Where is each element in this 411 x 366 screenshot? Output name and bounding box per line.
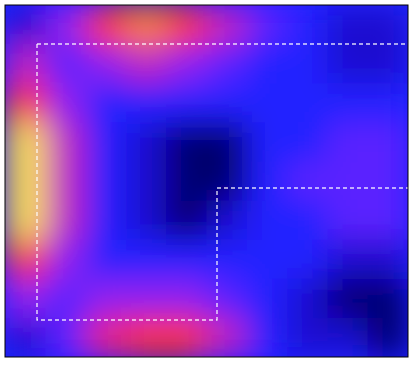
contour-cell <box>125 317 167 357</box>
contour-cell <box>166 317 207 357</box>
contour-cell <box>166 122 207 162</box>
contour-cell <box>367 83 408 123</box>
contour-cell <box>246 122 288 162</box>
contour-cell <box>85 83 127 123</box>
contour-cell <box>166 200 207 241</box>
contour-cell <box>246 317 288 357</box>
contour-cell <box>125 44 167 84</box>
contour-cell <box>125 200 167 241</box>
contour-cell <box>327 83 369 123</box>
contour-cell <box>85 317 127 357</box>
contour-cell <box>287 44 328 84</box>
contour-cell <box>287 200 328 241</box>
contour-cell <box>166 44 207 84</box>
contour-cell <box>85 122 127 162</box>
contour-cell <box>206 239 248 280</box>
contour-cell <box>367 317 408 357</box>
contour-cell <box>367 44 408 84</box>
contour-cell <box>246 44 288 84</box>
contour-cell <box>45 317 87 357</box>
contour-cell <box>367 161 408 202</box>
contour-cell <box>45 200 87 241</box>
contour-cell <box>206 122 248 162</box>
region-outline <box>36 44 408 321</box>
contour-cell <box>246 83 288 123</box>
contour-cell <box>327 122 369 162</box>
contour-cell <box>166 83 207 123</box>
contour-cell <box>5 83 46 123</box>
contour-cell <box>5 200 46 241</box>
contour-cell <box>206 161 248 202</box>
contour-cell <box>125 161 167 202</box>
contour-cell <box>5 278 46 319</box>
contour-cell <box>5 317 46 357</box>
contour-cell <box>45 122 87 162</box>
contour-cell <box>246 161 288 202</box>
contour-cell <box>287 278 328 319</box>
contour-cell <box>367 239 408 280</box>
contour-cell <box>166 239 207 280</box>
contour-cell <box>367 200 408 241</box>
contour-cell <box>85 44 127 84</box>
contour-cell <box>85 5 127 45</box>
contour-cell <box>5 5 46 45</box>
contour-cell <box>125 239 167 280</box>
contour-cell <box>166 5 207 45</box>
contour-cell <box>45 161 87 202</box>
contour-cell <box>327 317 369 357</box>
contour-cell <box>246 5 288 45</box>
contour-cell <box>5 239 46 280</box>
contour-cell <box>367 5 408 45</box>
plot-frame <box>4 4 409 358</box>
contour-cell <box>5 161 46 202</box>
contour-cell <box>206 278 248 319</box>
contour-cell <box>45 278 87 319</box>
contour-cell <box>246 278 288 319</box>
plot-area <box>5 5 408 357</box>
contour-cell <box>367 122 408 162</box>
contour-cell <box>125 83 167 123</box>
contour-cell <box>206 5 248 45</box>
contour-cell <box>206 200 248 241</box>
contour-cell <box>45 44 87 84</box>
contour-cell <box>85 278 127 319</box>
contour-cell <box>246 239 288 280</box>
contour-cell <box>166 161 207 202</box>
contour-cell <box>327 161 369 202</box>
contour-cell <box>287 5 328 45</box>
contour-field <box>5 5 408 357</box>
contour-cell <box>246 200 288 241</box>
contour-cell <box>367 278 408 319</box>
contour-cell <box>125 278 167 319</box>
contour-cell <box>206 317 248 357</box>
contour-cell <box>125 5 167 45</box>
contour-cell <box>287 122 328 162</box>
contour-cell <box>287 239 328 280</box>
contour-cell <box>287 83 328 123</box>
contour-cell <box>5 44 46 84</box>
contour-cell <box>45 5 87 45</box>
contour-cell <box>206 83 248 123</box>
contour-cell <box>287 317 328 357</box>
contour-cell <box>5 122 46 162</box>
contour-cell <box>85 239 127 280</box>
contour-cell <box>206 44 248 84</box>
contour-cell <box>85 161 127 202</box>
contour-cell <box>166 278 207 319</box>
contour-cell <box>45 239 87 280</box>
contour-cell <box>327 5 369 45</box>
contour-cell <box>287 161 328 202</box>
contour-cell <box>327 239 369 280</box>
contour-cell <box>327 44 369 84</box>
contour-cell <box>327 200 369 241</box>
contour-cell <box>327 278 369 319</box>
contour-cell <box>85 200 127 241</box>
contour-cell <box>125 122 167 162</box>
contour-cell <box>45 83 87 123</box>
